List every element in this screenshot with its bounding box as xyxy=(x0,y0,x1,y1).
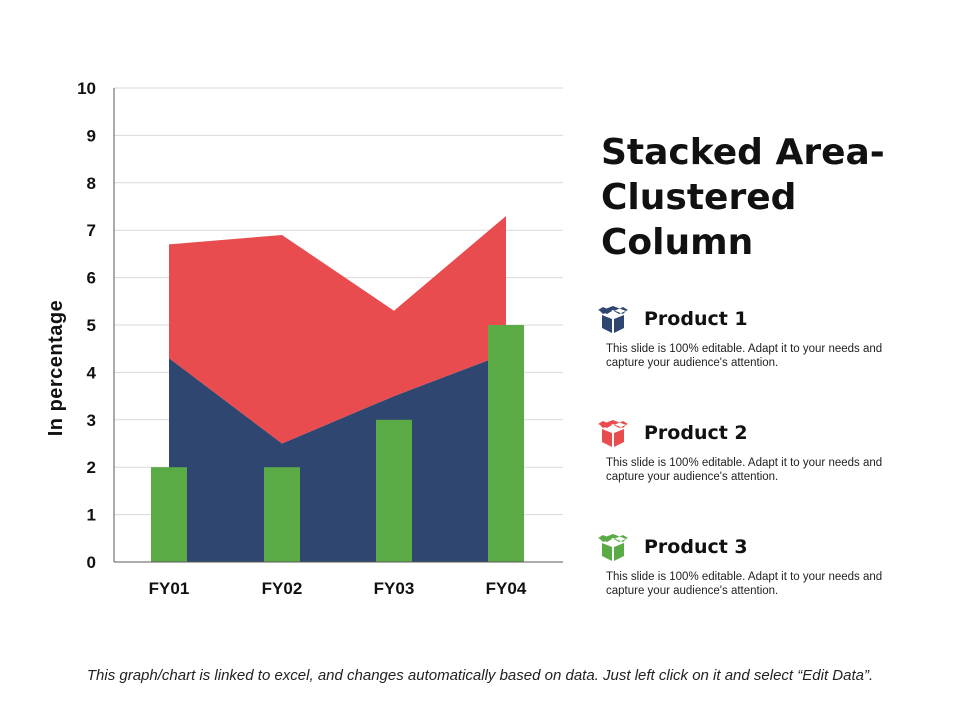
y-tick-label: 5 xyxy=(87,316,96,335)
y-tick-label: 0 xyxy=(87,553,96,572)
x-tick-label: FY02 xyxy=(262,579,303,598)
y-tick-label: 2 xyxy=(87,458,96,477)
y-tick-label: 7 xyxy=(87,221,96,240)
x-tick-label: FY03 xyxy=(374,579,415,598)
legend-item-product-1: Product 1 This slide is 100% editable. A… xyxy=(597,302,937,370)
legend-name: Product 3 xyxy=(644,536,748,558)
y-axis-label: In percentage xyxy=(45,300,67,437)
chart-title: Stacked Area- Clustered Column xyxy=(601,132,885,263)
y-tick-label: 4 xyxy=(87,363,97,382)
area-product-2 xyxy=(169,215,506,444)
legend-item-product-2: Product 2 This slide is 100% editable. A… xyxy=(597,416,937,484)
box-icon xyxy=(598,306,628,333)
legend-item-product-3: Product 3 This slide is 100% editable. A… xyxy=(597,530,937,598)
y-tick-label: 9 xyxy=(87,126,96,145)
x-tick-label: FY04 xyxy=(486,579,527,598)
bar-fy04 xyxy=(488,325,524,562)
area-product-1 xyxy=(169,353,506,562)
y-tick-label: 3 xyxy=(87,411,96,430)
legend-name: Product 2 xyxy=(644,422,748,444)
legend-description: This slide is 100% editable. Adapt it to… xyxy=(606,457,883,483)
legend-description: This slide is 100% editable. Adapt it to… xyxy=(606,571,883,597)
y-tick-label: 8 xyxy=(87,174,96,193)
bar-fy03 xyxy=(376,419,412,562)
legend-name: Product 1 xyxy=(644,308,748,330)
y-tick-label: 10 xyxy=(77,79,96,98)
y-tick-label: 1 xyxy=(87,506,96,525)
box-icon xyxy=(598,420,628,447)
legend-description: This slide is 100% editable. Adapt it to… xyxy=(606,343,883,369)
box-icon xyxy=(598,534,628,561)
y-tick-label: 6 xyxy=(87,269,96,288)
bar-fy02 xyxy=(264,467,300,562)
footer-note: This graph/chart is linked to excel, and… xyxy=(86,667,874,684)
bar-fy01 xyxy=(151,467,187,562)
x-tick-label: FY01 xyxy=(149,579,190,598)
